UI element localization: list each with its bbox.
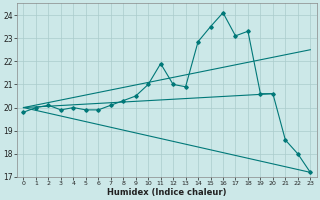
X-axis label: Humidex (Indice chaleur): Humidex (Indice chaleur)	[107, 188, 227, 197]
